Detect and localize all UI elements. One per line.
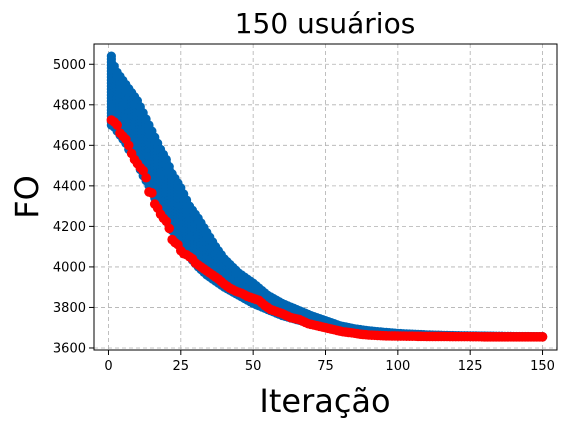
y-axis-label: FO bbox=[8, 175, 46, 219]
x-tick-label: 0 bbox=[104, 359, 112, 374]
population-point bbox=[106, 51, 116, 61]
x-tick-label: 25 bbox=[173, 359, 190, 374]
x-tick-label: 125 bbox=[458, 359, 483, 374]
grid bbox=[94, 44, 557, 350]
population-point bbox=[164, 162, 174, 172]
y-tick-label: 3800 bbox=[53, 301, 86, 316]
best-point bbox=[141, 172, 151, 183]
best-point bbox=[147, 188, 157, 198]
x-axis-label: Iteração bbox=[259, 382, 390, 420]
x-tick-label: 100 bbox=[385, 359, 410, 374]
best-point bbox=[164, 223, 175, 234]
y-tick-label: 4000 bbox=[53, 260, 86, 275]
y-tick-label: 3600 bbox=[53, 341, 86, 356]
population-point bbox=[161, 154, 171, 165]
population-series bbox=[106, 51, 548, 342]
y-tick-label: 4600 bbox=[53, 139, 86, 154]
ticks: 0 25 50 75 100 125 150 3600 3800 4000 4200 4400 4600… bbox=[53, 58, 555, 374]
best-series bbox=[106, 115, 548, 342]
y-tick-label: 5000 bbox=[53, 58, 86, 73]
best-point bbox=[112, 120, 122, 130]
chart-title: 150 usuários bbox=[235, 7, 416, 40]
best-point bbox=[123, 140, 134, 151]
y-tick-label: 4800 bbox=[53, 98, 86, 113]
x-tick-label: 50 bbox=[245, 359, 262, 374]
y-tick-label: 4200 bbox=[53, 220, 86, 235]
x-tick-label: 150 bbox=[530, 359, 555, 374]
best-point bbox=[537, 332, 548, 342]
y-tick-label: 4400 bbox=[53, 179, 86, 194]
x-tick-label: 75 bbox=[317, 359, 334, 374]
